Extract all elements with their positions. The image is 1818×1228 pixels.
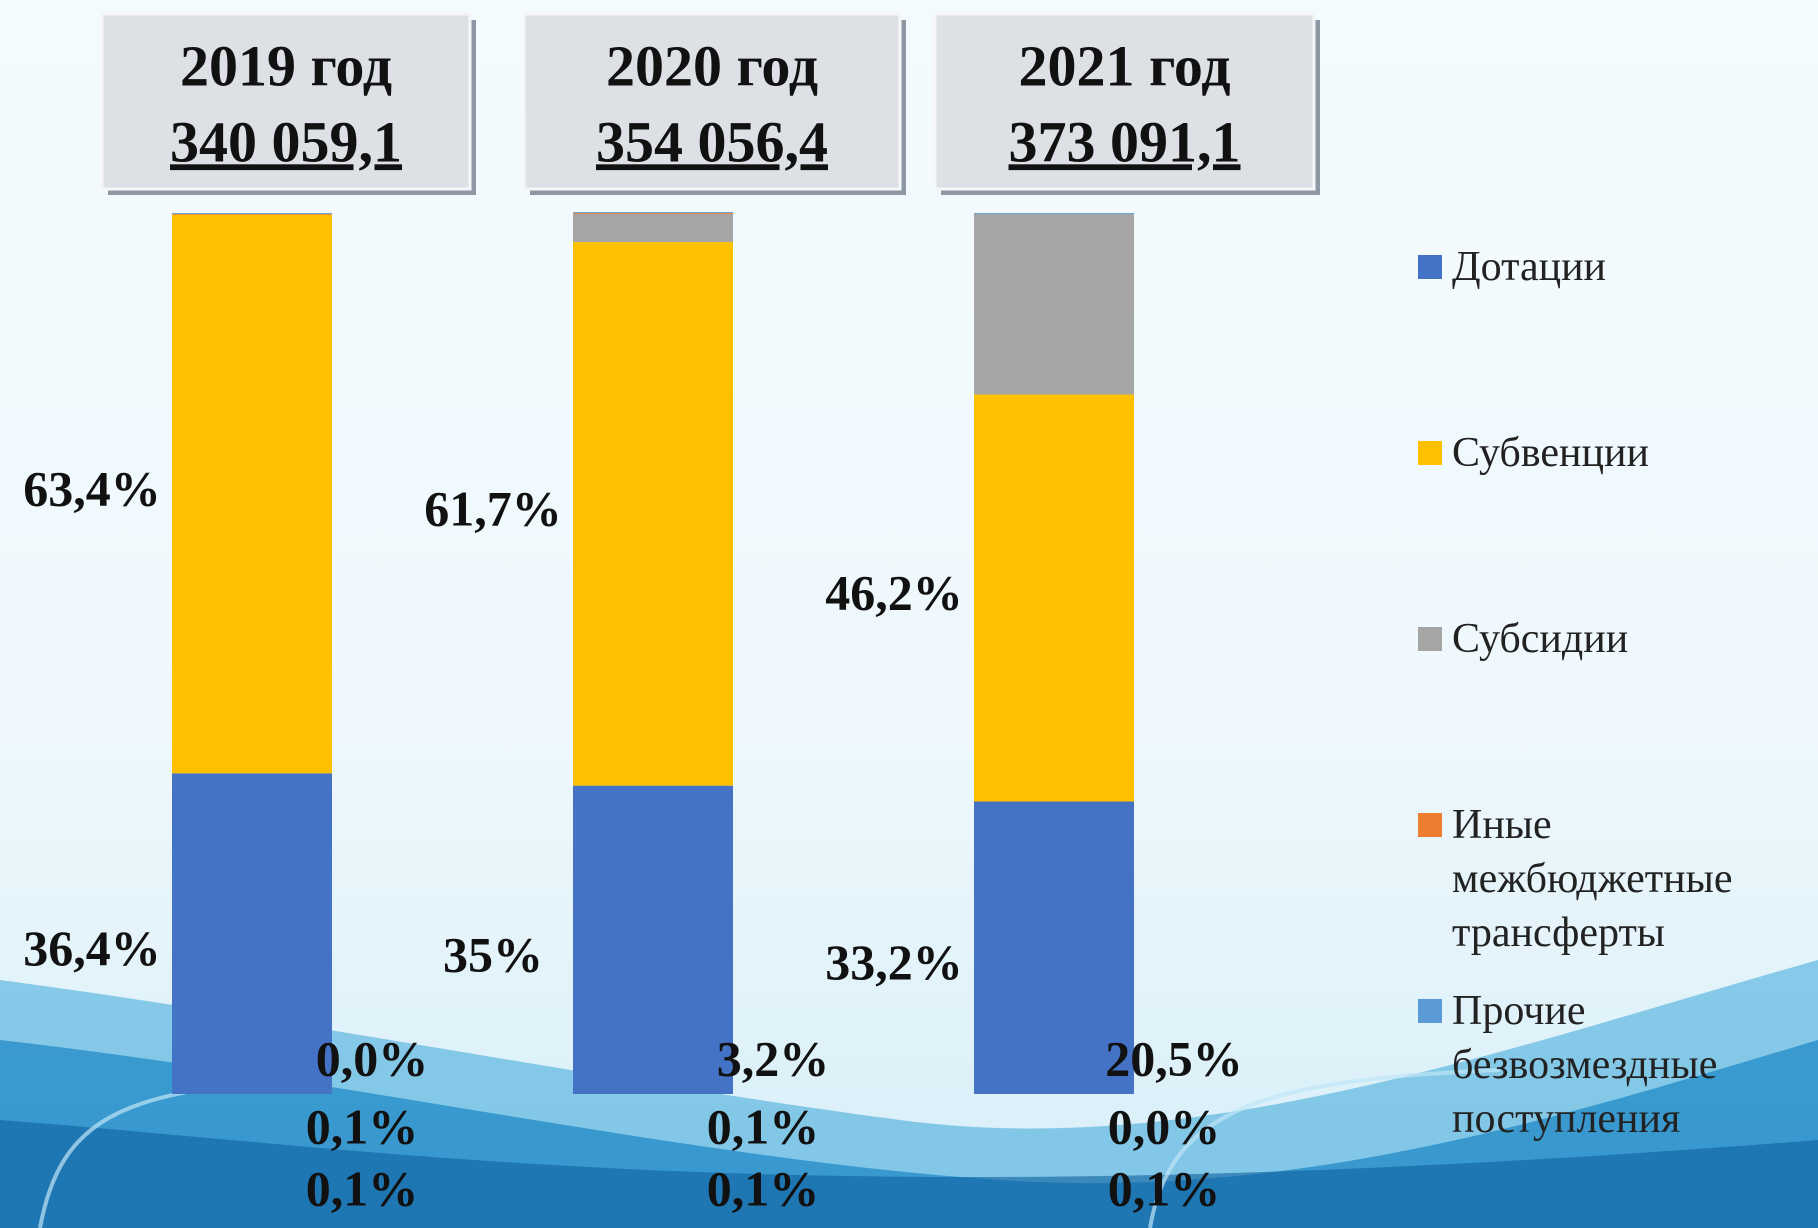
legend-item: Субвенции [1418, 426, 1649, 480]
category-label: 2021 год [1018, 33, 1230, 98]
legend-swatch [1418, 627, 1442, 651]
bar-segment [974, 213, 1134, 214]
legend-item: Субсидии [1418, 612, 1628, 666]
category-label: 2020 год [606, 33, 818, 98]
bar-segment [573, 212, 733, 213]
data-label: 3,2% [717, 1030, 830, 1086]
bar-segment [573, 213, 733, 214]
data-label: 63,4% [23, 461, 161, 517]
bar-segment [573, 785, 733, 1094]
bar-segment [974, 801, 1134, 1094]
legend-swatch [1418, 255, 1442, 279]
data-label: 36,4% [23, 920, 161, 976]
legend-item: Иные межбюджетные трансферты [1418, 798, 1813, 960]
background-waves [0, 960, 1818, 1228]
total-label: 354 056,4 [596, 109, 828, 174]
category-label: 2019 год [180, 33, 392, 98]
bar-segment [172, 213, 332, 215]
legend-swatch [1418, 999, 1442, 1023]
legend-label: Дотации [1452, 244, 1607, 290]
data-label: 0,1% [1108, 1160, 1221, 1216]
header-box [522, 12, 902, 191]
legend-item: Прочие безвозмездные поступления [1418, 984, 1813, 1146]
data-label: 0,1% [707, 1160, 820, 1216]
bar-segment [974, 394, 1134, 802]
data-label: 46,2% [825, 564, 963, 620]
bar-segment [573, 213, 733, 243]
data-label: 61,7% [424, 480, 562, 536]
bar-segment [573, 242, 733, 786]
bar-segment [172, 773, 332, 1094]
data-label: 33,2% [825, 934, 963, 990]
legend-item: Дотации [1418, 240, 1606, 294]
header-box [933, 12, 1316, 191]
header-box [100, 12, 472, 191]
bar-segment [172, 214, 332, 774]
legend-label: Субвенции [1452, 430, 1649, 476]
data-label: 0,1% [306, 1098, 419, 1154]
data-label: 35% [443, 926, 543, 982]
legend-label: Иные межбюджетные трансферты [1452, 802, 1733, 956]
legend-label: Субсидии [1452, 616, 1629, 662]
legend-swatch [1418, 813, 1442, 837]
legend-label: Прочие безвозмездные поступления [1452, 988, 1718, 1142]
bar-segment [172, 213, 332, 214]
bar-segment [974, 213, 1134, 395]
data-label: 0,1% [306, 1160, 419, 1216]
data-label: 0,0% [1108, 1098, 1221, 1154]
data-label: 20,5% [1105, 1030, 1243, 1086]
data-label: 0,1% [707, 1098, 820, 1154]
legend-swatch [1418, 441, 1442, 465]
total-label: 373 091,1 [1009, 109, 1241, 174]
data-label: 0,0% [316, 1030, 429, 1086]
total-label: 340 059,1 [170, 109, 402, 174]
